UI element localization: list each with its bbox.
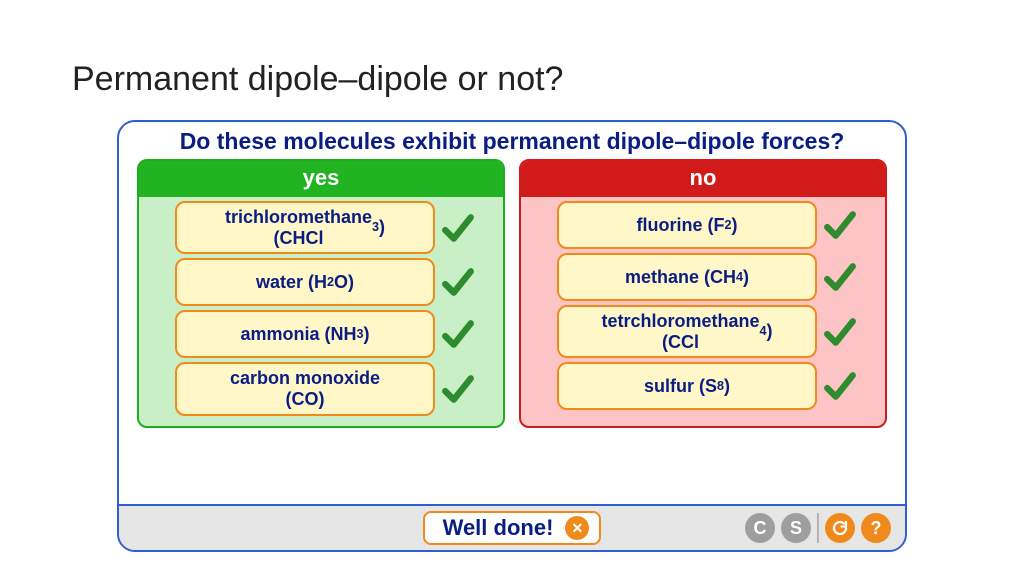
yes-item-row: water (H2O) bbox=[139, 254, 503, 306]
check-icon bbox=[441, 372, 475, 406]
check-answers-button[interactable]: C bbox=[745, 513, 775, 543]
page-title: Permanent dipole–dipole or not? bbox=[72, 60, 563, 99]
yes-item-row: ammonia (NH3) bbox=[139, 306, 503, 358]
check-icon bbox=[441, 211, 475, 245]
molecule-card[interactable]: water (H2O) bbox=[175, 258, 435, 306]
question-text: Do these molecules exhibit permanent dip… bbox=[119, 122, 905, 157]
close-feedback-button[interactable]: ✕ bbox=[565, 516, 589, 540]
no-header: no bbox=[521, 161, 885, 197]
molecule-card[interactable]: methane (CH4) bbox=[557, 253, 817, 301]
check-icon bbox=[441, 265, 475, 299]
columns: yes trichloromethane(CHCl3) water (H2O) … bbox=[119, 157, 905, 428]
feedback-box: Well done! ✕ bbox=[423, 511, 602, 545]
separator bbox=[817, 513, 819, 543]
reset-icon bbox=[831, 519, 849, 537]
molecule-card[interactable]: carbon monoxide(CO) bbox=[175, 362, 435, 415]
yes-item-row: trichloromethane(CHCl3) bbox=[139, 197, 503, 254]
close-icon: ✕ bbox=[572, 520, 584, 537]
check-icon bbox=[823, 369, 857, 403]
yes-header: yes bbox=[139, 161, 503, 197]
check-icon bbox=[823, 260, 857, 294]
no-column: no fluorine (F2) methane (CH4) tetrchlor… bbox=[519, 159, 887, 428]
yes-column: yes trichloromethane(CHCl3) water (H2O) … bbox=[137, 159, 505, 428]
help-button[interactable]: ? bbox=[861, 513, 891, 543]
check-icon bbox=[441, 317, 475, 351]
yes-item-row: carbon monoxide(CO) bbox=[139, 358, 503, 415]
molecule-card[interactable]: ammonia (NH3) bbox=[175, 310, 435, 358]
molecule-card[interactable]: trichloromethane(CHCl3) bbox=[175, 201, 435, 254]
footer-bar: Well done! ✕ C S ? bbox=[119, 504, 905, 550]
reset-button[interactable] bbox=[825, 513, 855, 543]
no-item-row: fluorine (F2) bbox=[521, 197, 885, 249]
solution-button[interactable]: S bbox=[781, 513, 811, 543]
no-item-row: methane (CH4) bbox=[521, 249, 885, 301]
molecule-card[interactable]: fluorine (F2) bbox=[557, 201, 817, 249]
molecule-card[interactable]: tetrchloromethane(CCl4) bbox=[557, 305, 817, 358]
activity-panel: Do these molecules exhibit permanent dip… bbox=[117, 120, 907, 552]
no-item-row: tetrchloromethane(CCl4) bbox=[521, 301, 885, 358]
check-icon bbox=[823, 208, 857, 242]
footer-buttons: C S ? bbox=[745, 513, 891, 543]
check-icon bbox=[823, 315, 857, 349]
feedback-text: Well done! bbox=[443, 515, 554, 541]
no-item-row: sulfur (S8) bbox=[521, 358, 885, 410]
molecule-card[interactable]: sulfur (S8) bbox=[557, 362, 817, 410]
